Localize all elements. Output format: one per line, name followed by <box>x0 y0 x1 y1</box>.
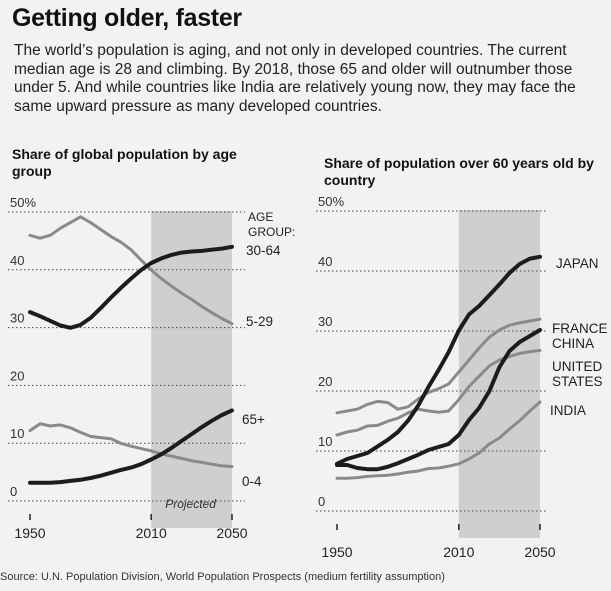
series-label-france: FRANCE <box>552 321 608 336</box>
x-tick-label-age: 2010 <box>136 525 167 541</box>
y-tick-label-age: 50% <box>10 195 36 210</box>
series-line-5-29 <box>28 215 234 326</box>
projection-shade-age <box>151 211 232 528</box>
y-tick-label-country: 30 <box>318 314 332 329</box>
projected-label: Projected <box>165 497 216 511</box>
series-line-china <box>335 328 542 472</box>
legend-title: AGE GROUP: <box>248 210 295 239</box>
series-label-japan: JAPAN <box>556 256 599 271</box>
dek-paragraph: The world’s population is aging, and not… <box>14 42 576 115</box>
series-label-5-29: 5-29 <box>246 314 273 329</box>
series-line-japan <box>335 254 542 466</box>
y-tick-label-country: 50% <box>318 194 344 209</box>
y-tick-label-country: 0 <box>318 494 325 509</box>
x-tick-label-age: 2050 <box>216 525 247 541</box>
series-line-0-4 <box>28 422 234 468</box>
series-line-30-64 <box>28 244 234 330</box>
y-tick-label-country: 20 <box>318 374 332 389</box>
series-line-india <box>335 400 542 480</box>
y-tick-label-country: 40 <box>318 254 332 269</box>
series-label-65-: 65+ <box>242 412 265 427</box>
series-line-france <box>335 317 542 415</box>
series-label-india: INDIA <box>550 403 586 418</box>
y-tick-label-age: 40 <box>10 253 24 268</box>
series-line-65- <box>28 408 234 485</box>
series-label-china: CHINA <box>552 336 594 351</box>
series-label-0-4: 0-4 <box>242 474 262 489</box>
y-tick-label-age: 20 <box>10 368 24 383</box>
chart-title-over-60: Share of population over 60 years old by… <box>324 155 594 188</box>
y-tick-label-age: 30 <box>10 311 24 326</box>
y-tick-label-age: 0 <box>10 484 17 499</box>
x-tick-label-country: 2010 <box>443 544 474 560</box>
x-tick-label-country: 1950 <box>321 544 352 560</box>
x-tick-label-country: 2050 <box>524 544 555 560</box>
series-label-united-states: UNITED STATES <box>552 359 603 389</box>
y-tick-label-age: 10 <box>10 426 24 441</box>
x-tick-label-age: 1950 <box>14 525 45 541</box>
series-label-30-64: 30-64 <box>246 243 281 258</box>
chart-title-age-group: Share of global population by age group <box>12 146 237 179</box>
y-tick-label-country: 10 <box>318 434 332 449</box>
headline: Getting older, faster <box>12 4 242 32</box>
projection-shade-country <box>458 210 540 538</box>
source-note: Source: U.N. Population Division, World … <box>0 571 445 583</box>
